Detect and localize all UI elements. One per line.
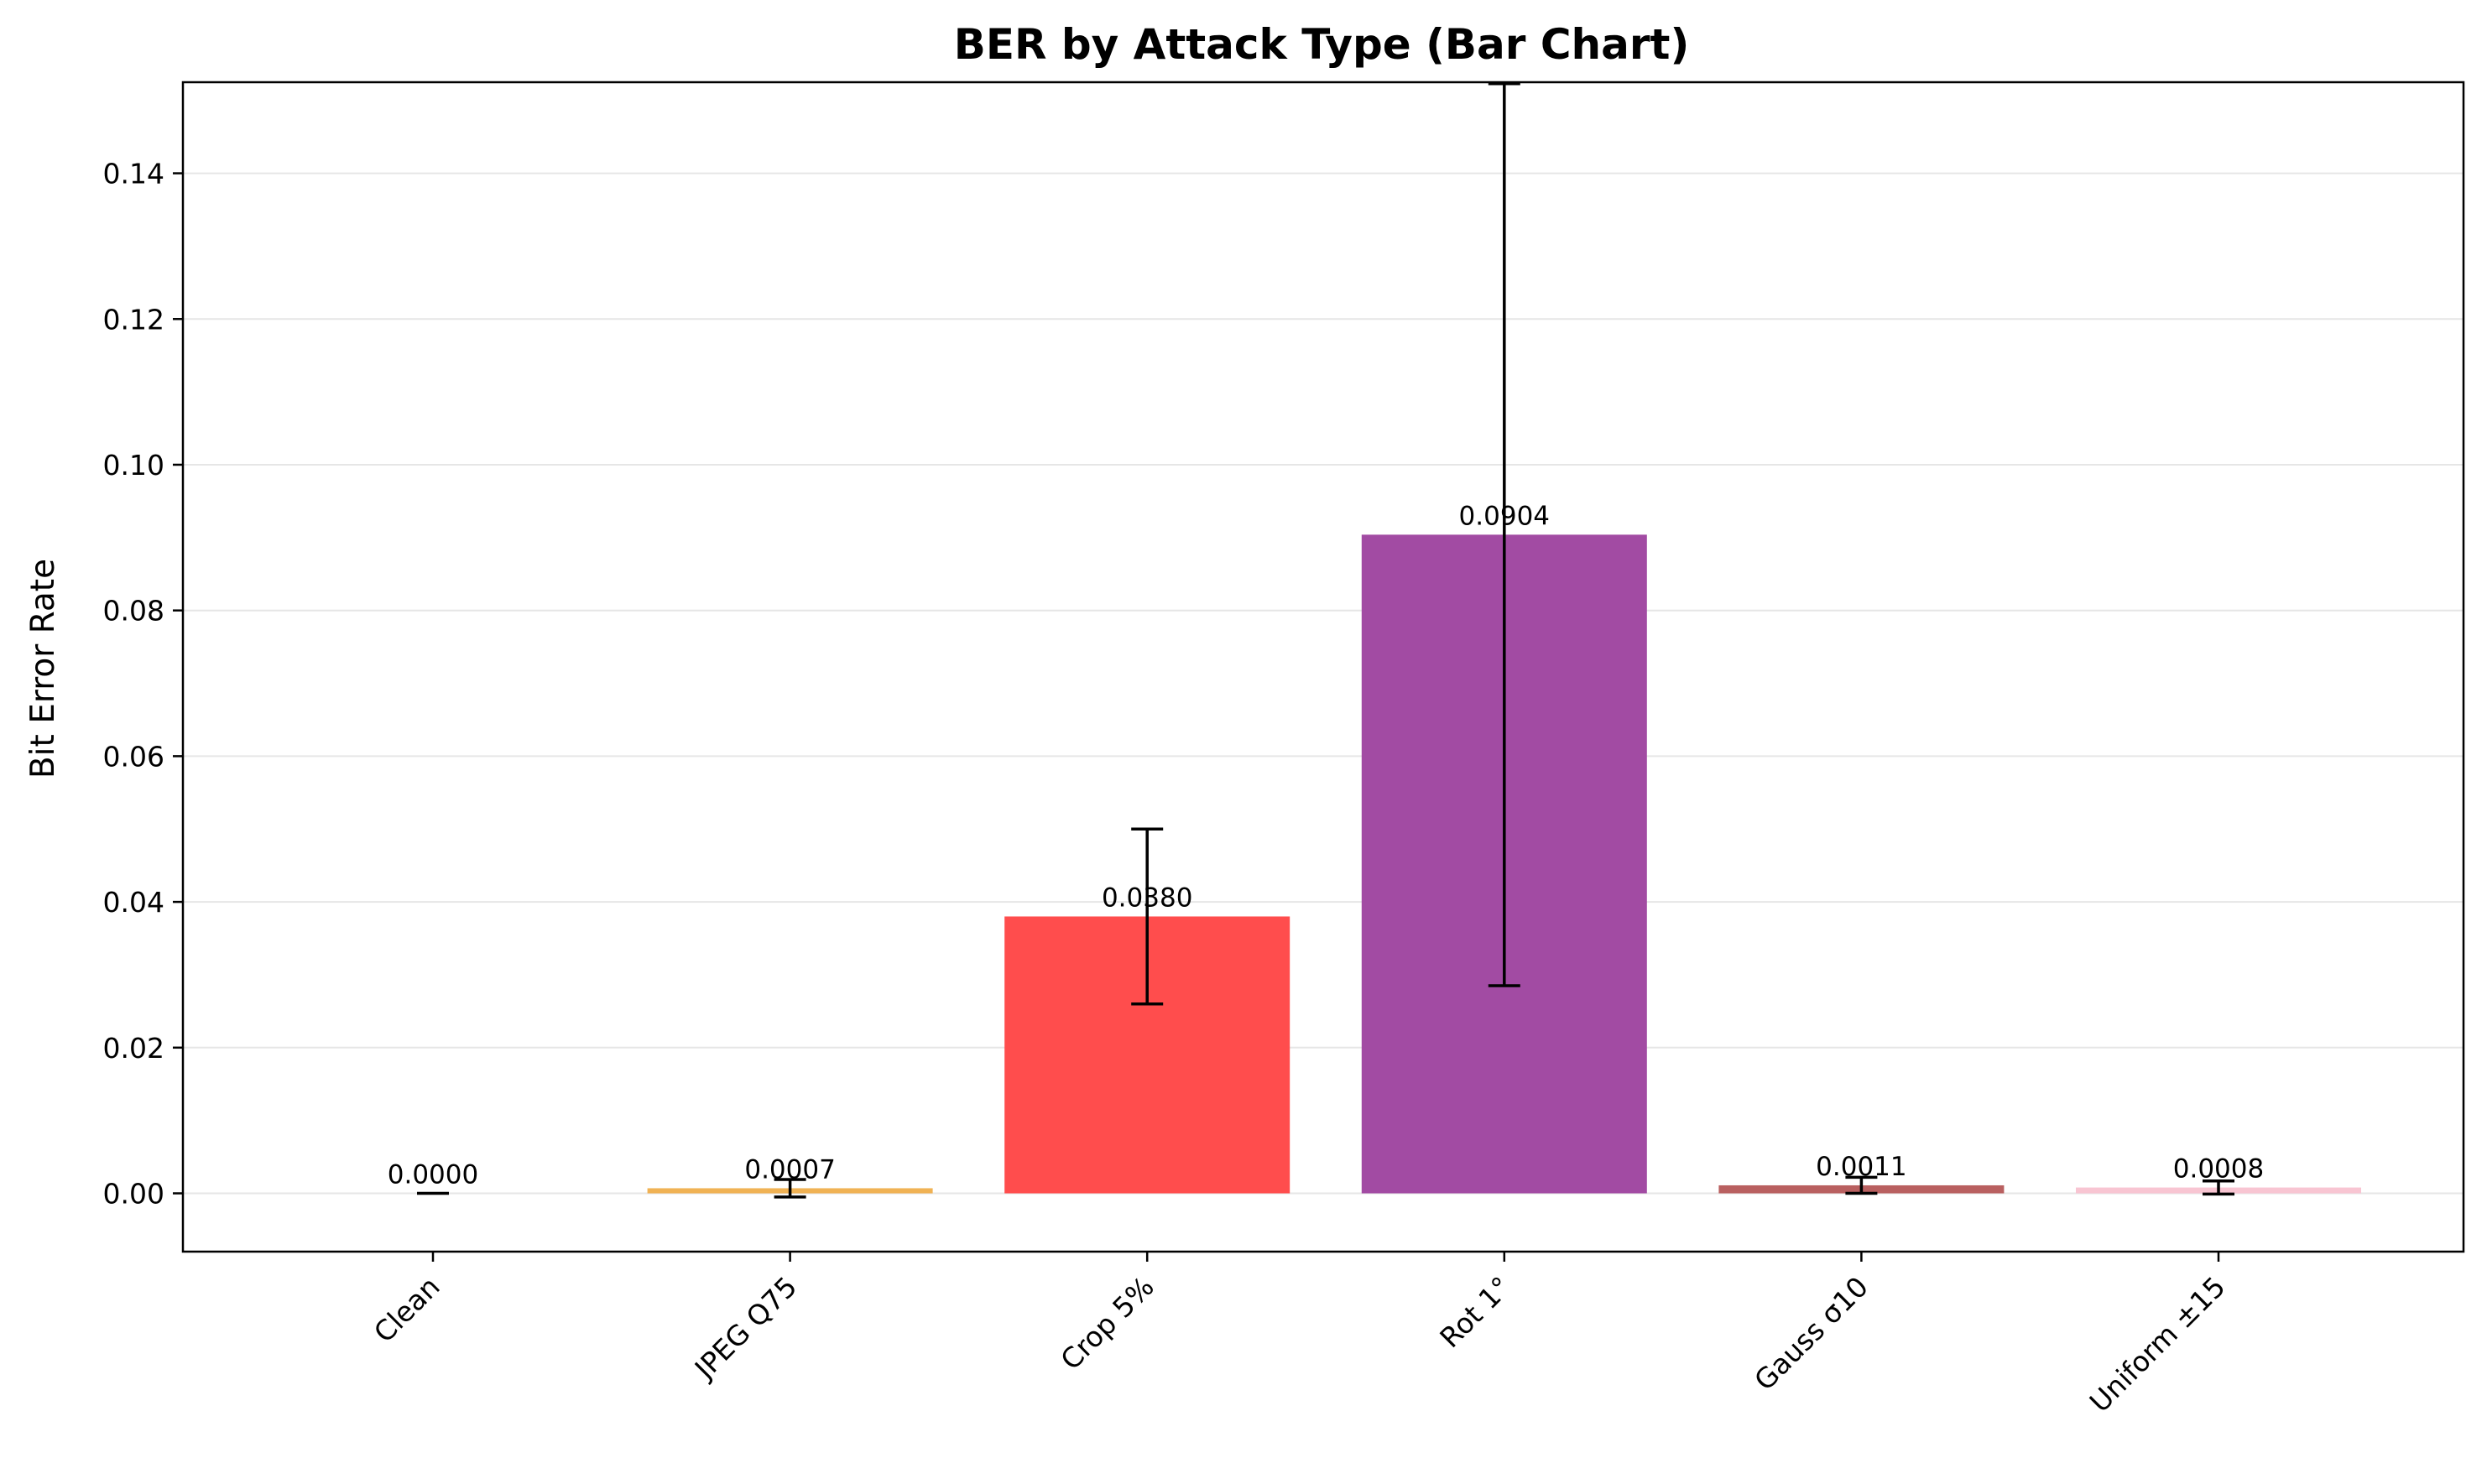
- y-tick-label: 0.14: [103, 158, 164, 190]
- x-tick-label: Crop 5%: [1054, 1270, 1160, 1376]
- x-tick-label: Gauss σ10: [1748, 1270, 1874, 1397]
- y-tick-label: 0.02: [103, 1032, 164, 1065]
- gridlines: [183, 172, 2464, 1195]
- y-tick-label: 0.04: [103, 886, 164, 919]
- error-bar: [2203, 1179, 2234, 1196]
- error-bar: [774, 1178, 806, 1199]
- y-tick-label: 0.08: [103, 595, 164, 627]
- data-label: 0.0011: [1816, 1152, 1906, 1182]
- error-bars: [417, 81, 2234, 1199]
- data-labels: 0.0000 0.0007 0.0380 0.0904 0.0011 0.0008: [388, 501, 2264, 1190]
- error-bar: [1131, 827, 1164, 1006]
- data-label: 0.0904: [1459, 501, 1550, 531]
- y-axis-label: Bit Error Rate: [24, 559, 62, 778]
- error-bar: [1488, 81, 1520, 987]
- y-axis-ticks: 0.00 0.02 0.04 0.06 0.08 0.10 0.12 0.14: [103, 158, 183, 1211]
- y-tick-label: 0.00: [103, 1178, 164, 1211]
- x-tick-label: Uniform ±15: [2083, 1270, 2232, 1419]
- data-label: 0.0007: [744, 1154, 835, 1185]
- y-tick-label: 0.10: [103, 449, 164, 482]
- y-tick-label: 0.12: [103, 303, 164, 336]
- data-label: 0.0008: [2173, 1154, 2264, 1185]
- x-axis-ticks: Clean JPEG Q75 Crop 5% Rot 1° Gauss σ10 Unifo…: [368, 1252, 2232, 1419]
- error-bar: [1845, 1175, 1878, 1195]
- data-label: 0.0380: [1102, 883, 1192, 913]
- data-label: 0.0000: [388, 1160, 478, 1190]
- x-tick-label: Rot 1°: [1433, 1270, 1517, 1354]
- chart-title: BER by Attack Type (Bar Chart): [954, 20, 1690, 69]
- plot-frame: [181, 81, 2465, 1253]
- x-tick-label: JPEG Q75: [687, 1270, 803, 1386]
- x-tick-label: Clean: [368, 1270, 446, 1349]
- y-tick-label: 0.06: [103, 740, 164, 773]
